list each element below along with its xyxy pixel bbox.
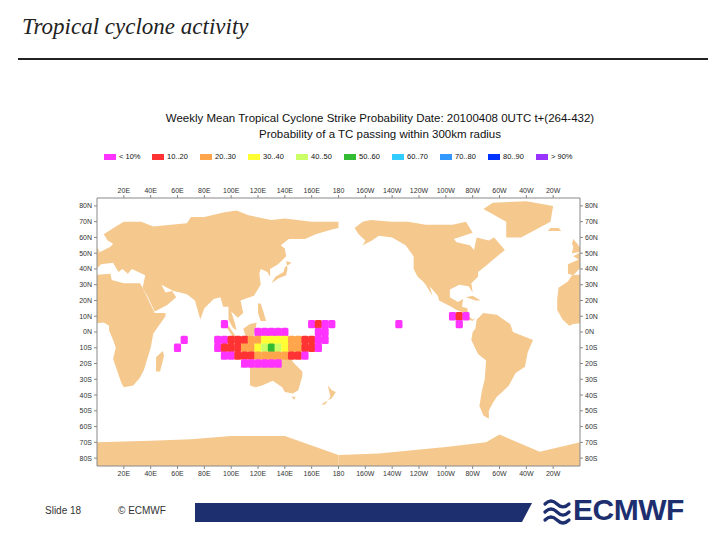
svg-text:0N: 0N (585, 328, 594, 335)
svg-text:140E: 140E (277, 187, 294, 194)
svg-text:100W: 100W (437, 187, 456, 194)
html-text:20..30: 20..30 (215, 152, 236, 161)
html-text:10..20: 10..20 (167, 152, 188, 161)
svg-text:40S: 40S (585, 392, 598, 399)
svg-text:140W: 140W (383, 187, 402, 194)
svg-text:40E: 40E (144, 470, 157, 477)
svg-text:100E: 100E (223, 187, 240, 194)
html-text:Weekly Mean Tropical Cyclone S: Weekly Mean Tropical Cyclone Strike Prob… (165, 112, 595, 124)
svg-text:40E: 40E (144, 187, 157, 194)
html-text:50..60: 50..60 (359, 152, 380, 161)
svg-text:10S: 10S (585, 344, 598, 351)
svg-text:60W: 60W (492, 470, 507, 477)
svg-text:20W: 20W (546, 470, 561, 477)
html-text:30..40: 30..40 (263, 152, 284, 161)
svg-text:20W: 20W (546, 187, 561, 194)
svg-text:100E: 100E (223, 470, 240, 477)
svg-text:10S: 10S (80, 344, 93, 351)
svg-text:40S: 40S (80, 392, 93, 399)
svg-text:80W: 80W (465, 187, 480, 194)
svg-text:140W: 140W (383, 470, 402, 477)
svg-text:20E: 20E (118, 187, 131, 194)
html-text:Slide 18: Slide 18 (45, 505, 82, 516)
html-text:60..70: 60..70 (407, 152, 428, 161)
svg-text:30N: 30N (79, 281, 92, 288)
html-text:ECMWF: ECMWF (573, 493, 684, 526)
svg-text:60N: 60N (79, 234, 92, 241)
svg-text:60S: 60S (585, 423, 598, 430)
svg-text:20S: 20S (585, 360, 598, 367)
svg-text:80E: 80E (198, 187, 211, 194)
svg-text:70S: 70S (80, 439, 93, 446)
html-text:> 90%: > 90% (551, 152, 573, 161)
html-text:© ECMWF: © ECMWF (118, 505, 166, 516)
svg-text:10N: 10N (585, 313, 598, 320)
svg-text:20E: 20E (118, 470, 131, 477)
svg-text:60E: 60E (171, 470, 184, 477)
svg-text:80E: 80E (198, 470, 211, 477)
html-text:80..90: 80..90 (503, 152, 524, 161)
svg-text:40N: 40N (79, 265, 92, 272)
svg-text:160E: 160E (303, 187, 320, 194)
svg-text:120W: 120W (410, 470, 429, 477)
svg-text:60S: 60S (80, 423, 93, 430)
html-text:40..50: 40..50 (311, 152, 332, 161)
svg-text:40W: 40W (519, 187, 534, 194)
svg-text:160W: 160W (356, 187, 375, 194)
svg-text:50S: 50S (80, 407, 93, 414)
html-text:< 10%: < 10% (119, 152, 141, 161)
svg-text:80S: 80S (585, 455, 598, 462)
svg-text:70S: 70S (585, 439, 598, 446)
svg-text:70N: 70N (79, 218, 92, 225)
svg-text:120W: 120W (410, 187, 429, 194)
svg-text:60N: 60N (585, 234, 598, 241)
svg-text:30S: 30S (585, 376, 598, 383)
svg-text:120E: 120E (250, 187, 267, 194)
svg-text:100W: 100W (437, 470, 456, 477)
svg-text:80S: 80S (80, 455, 93, 462)
svg-text:20N: 20N (79, 297, 92, 304)
svg-text:50N: 50N (79, 250, 92, 257)
html-text:Tropical cyclone activity: Tropical cyclone activity (22, 14, 249, 39)
html-text:Probability of a TC passing wi: Probability of a TC passing within 300km… (259, 128, 501, 140)
svg-text:30S: 30S (80, 376, 93, 383)
svg-text:30N: 30N (585, 281, 598, 288)
svg-text:40W: 40W (519, 470, 534, 477)
svg-text:60W: 60W (492, 187, 507, 194)
svg-text:120E: 120E (250, 470, 267, 477)
svg-text:80N: 80N (79, 202, 92, 209)
svg-text:40N: 40N (585, 265, 598, 272)
svg-text:160E: 160E (303, 470, 320, 477)
svg-text:60E: 60E (171, 187, 184, 194)
svg-text:160W: 160W (356, 470, 375, 477)
svg-text:50N: 50N (585, 250, 598, 257)
svg-text:20N: 20N (585, 297, 598, 304)
svg-text:0N: 0N (83, 328, 92, 335)
svg-text:80W: 80W (465, 470, 480, 477)
svg-text:20S: 20S (80, 360, 93, 367)
svg-text:50S: 50S (585, 407, 598, 414)
html-text:70..80: 70..80 (455, 152, 476, 161)
svg-text:10N: 10N (79, 313, 92, 320)
svg-text:70N: 70N (585, 218, 598, 225)
svg-text:180: 180 (333, 470, 345, 477)
svg-text:80N: 80N (585, 202, 598, 209)
svg-text:140E: 140E (277, 470, 294, 477)
svg-text:180: 180 (333, 187, 345, 194)
